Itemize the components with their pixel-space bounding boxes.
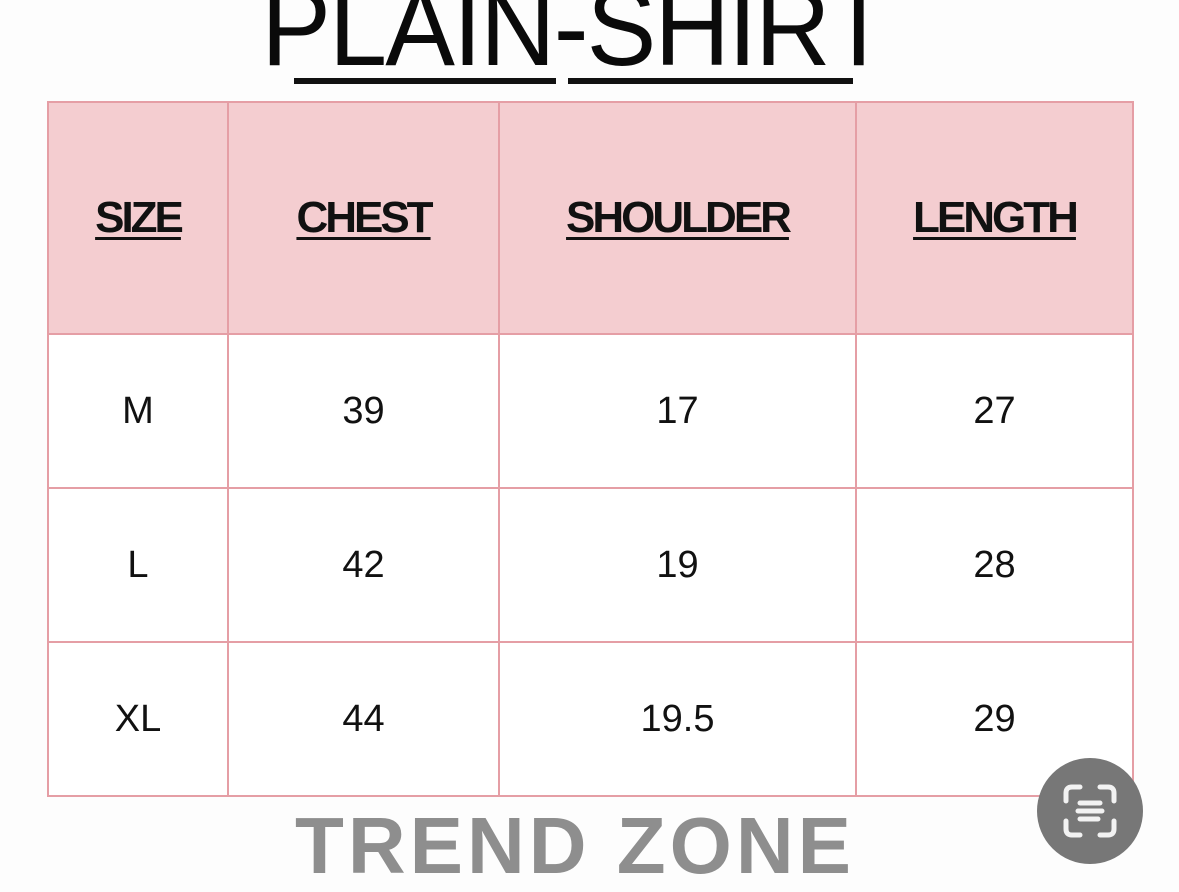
cell-shoulder: 19.5 [498,641,857,797]
header-shoulder: SHOULDER [498,101,857,335]
scan-text-button[interactable] [1037,758,1143,864]
brand-name: TREND ZONE [295,801,855,890]
title-underline [294,78,556,84]
cell-size: L [47,487,229,643]
cell-size: XL [47,641,229,797]
header-chest: CHEST [227,101,500,335]
header-size: SIZE [47,101,229,335]
title-underline [568,78,853,84]
size-chart-table: SIZE CHEST SHOULDER LENGTH M 39 17 27 L … [47,101,1134,797]
cell-shoulder: 19 [498,487,857,643]
table-row: L 42 19 28 [47,487,1134,643]
cell-chest: 44 [227,641,500,797]
table-row: M 39 17 27 [47,333,1134,489]
scan-text-icon [1063,784,1117,838]
page-title: PLAIN-SHIRT [261,0,890,89]
header-length: LENGTH [855,101,1134,335]
table-row: XL 44 19.5 29 [47,641,1134,797]
cell-chest: 39 [227,333,500,489]
cell-length: 27 [855,333,1134,489]
cell-length: 28 [855,487,1134,643]
table-header-row: SIZE CHEST SHOULDER LENGTH [47,101,1134,335]
cell-chest: 42 [227,487,500,643]
cell-size: M [47,333,229,489]
cell-length: 29 [855,641,1134,797]
cell-shoulder: 17 [498,333,857,489]
